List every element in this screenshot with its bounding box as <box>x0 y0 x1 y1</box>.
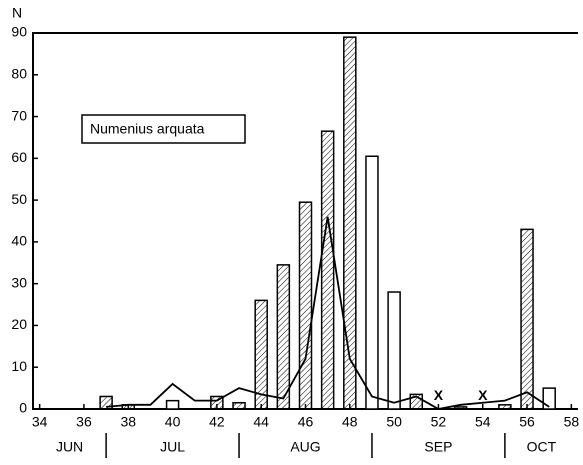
bar <box>276 264 291 410</box>
x-tick-label: 34 <box>32 414 48 430</box>
x-tick-label: 54 <box>475 414 491 430</box>
y-tick-label: 80 <box>11 65 27 81</box>
x-tick-label: 38 <box>120 414 136 430</box>
bar <box>498 404 512 410</box>
x-tick-label: 42 <box>209 414 225 430</box>
line <box>106 216 550 410</box>
bar <box>232 401 246 410</box>
y-axis-label: N <box>12 5 22 21</box>
y-tick-label: 50 <box>11 191 27 207</box>
y-tick-label: 20 <box>11 316 27 332</box>
x-tick-label: 40 <box>165 414 181 430</box>
bar <box>343 36 357 410</box>
month-label: SEP <box>424 439 452 455</box>
month-label: OCT <box>527 439 557 455</box>
bar <box>365 155 379 410</box>
bar <box>453 406 468 410</box>
x-marker: X <box>434 387 444 403</box>
y-tick-label: 40 <box>11 233 27 249</box>
x-tick-label: 50 <box>386 414 402 430</box>
y-tick-label: 90 <box>11 24 27 40</box>
month-label: JUN <box>56 439 83 455</box>
y-tick-label: 0 <box>19 400 27 416</box>
bar <box>320 130 335 410</box>
month-label: AUG <box>290 439 320 455</box>
x-marker: X <box>478 387 488 403</box>
x-tick-label: 44 <box>253 414 269 430</box>
y-tick-label: 60 <box>11 149 27 165</box>
bar <box>542 387 556 410</box>
x-tick-label: 56 <box>519 414 535 430</box>
bar <box>298 201 313 410</box>
bar <box>254 299 268 410</box>
y-tick-label: 30 <box>11 274 27 290</box>
x-tick-label: 46 <box>298 414 314 430</box>
y-tick-label: 70 <box>11 107 27 123</box>
chart-title: Numenius arquata <box>90 121 205 137</box>
y-tick-label: 10 <box>11 358 27 374</box>
month-label: JUL <box>160 439 185 455</box>
bar <box>520 228 534 410</box>
bar <box>165 399 180 410</box>
x-tick-label: 36 <box>76 414 92 430</box>
label-box <box>81 114 246 144</box>
x-tick-label: 48 <box>342 414 358 430</box>
x-tick-label: 58 <box>564 414 580 430</box>
x-tick-label: 52 <box>431 414 447 430</box>
bar <box>387 291 401 410</box>
